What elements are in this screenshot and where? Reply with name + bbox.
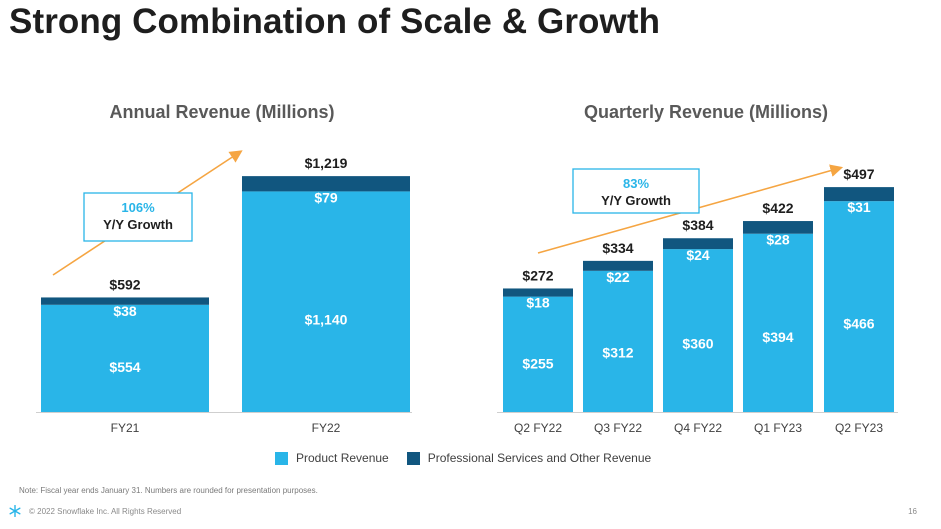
legend-swatch-product bbox=[275, 451, 288, 465]
tick-label-annual-1: FY22 bbox=[312, 421, 341, 435]
label-total-annual-1: $1,219 bbox=[305, 155, 348, 171]
growth-box-quarterly bbox=[572, 168, 700, 214]
tick-label-annual-0: FY21 bbox=[111, 421, 140, 435]
legend: Product Revenue Professional Services an… bbox=[275, 451, 669, 465]
label-product-quarterly-3: $394 bbox=[762, 329, 793, 345]
label-total-quarterly-4: $497 bbox=[843, 166, 874, 182]
bar-services-quarterly-2 bbox=[663, 238, 733, 250]
bar-product-quarterly-0 bbox=[503, 296, 573, 412]
legend-label-services: Professional Services and Other Revenue bbox=[427, 451, 652, 465]
tick-label-quarterly-1: Q3 FY22 bbox=[594, 421, 642, 435]
legend-swatch-services bbox=[406, 451, 420, 465]
label-services-quarterly-2: $24 bbox=[686, 247, 710, 263]
bar-services-annual-0 bbox=[41, 297, 209, 305]
label-product-quarterly-1: $312 bbox=[602, 345, 633, 361]
tick-label-quarterly-2: Q4 FY22 bbox=[674, 421, 722, 435]
growth-box-annual bbox=[83, 192, 193, 242]
bar-product-quarterly-3 bbox=[743, 233, 813, 412]
bar-services-quarterly-4 bbox=[824, 187, 894, 202]
page-number: 16 bbox=[908, 507, 917, 516]
bar-services-quarterly-0 bbox=[503, 288, 573, 297]
label-services-quarterly-3: $28 bbox=[766, 232, 790, 248]
chart-title-annual: Annual Revenue (Millions) bbox=[109, 102, 334, 122]
bar-product-annual-1 bbox=[242, 191, 410, 412]
tick-label-quarterly-4: Q2 FY23 bbox=[835, 421, 883, 435]
tick-label-quarterly-0: Q2 FY22 bbox=[514, 421, 562, 435]
label-product-annual-0: $554 bbox=[109, 359, 140, 375]
legend-item-services: Professional Services and Other Revenue bbox=[406, 451, 652, 465]
label-total-quarterly-1: $334 bbox=[602, 240, 633, 256]
slide-title: Strong Combination of Scale & Growth bbox=[9, 2, 661, 41]
bar-services-quarterly-3 bbox=[743, 221, 813, 234]
label-total-quarterly-3: $422 bbox=[762, 200, 793, 216]
bar-product-quarterly-1 bbox=[583, 270, 653, 412]
bar-product-quarterly-4 bbox=[824, 201, 894, 412]
label-services-quarterly-0: $18 bbox=[526, 295, 550, 311]
label-total-quarterly-0: $272 bbox=[522, 267, 553, 283]
label-services-quarterly-4: $31 bbox=[847, 199, 871, 215]
growth-text-quarterly: Y/Y Growth bbox=[601, 193, 671, 208]
label-total-annual-0: $592 bbox=[109, 276, 140, 292]
tick-label-quarterly-3: Q1 FY23 bbox=[754, 421, 802, 435]
label-services-annual-1: $79 bbox=[314, 189, 338, 205]
label-product-annual-1: $1,140 bbox=[305, 311, 348, 327]
footnote: Note: Fiscal year ends January 31. Numbe… bbox=[19, 486, 318, 495]
legend-item-product: Product Revenue bbox=[275, 451, 389, 465]
label-product-quarterly-2: $360 bbox=[682, 336, 713, 352]
bar-product-quarterly-2 bbox=[663, 249, 733, 412]
growth-percent-annual: 106% bbox=[121, 200, 155, 215]
footer: © 2022 Snowflake Inc. All Rights Reserve… bbox=[9, 505, 181, 517]
label-services-annual-0: $38 bbox=[113, 303, 137, 319]
snowflake-icon bbox=[9, 505, 21, 517]
bar-services-quarterly-1 bbox=[583, 260, 653, 271]
legend-label-product: Product Revenue bbox=[296, 451, 389, 465]
label-total-quarterly-2: $384 bbox=[682, 217, 713, 233]
growth-text-annual: Y/Y Growth bbox=[103, 217, 173, 232]
bar-services-annual-1 bbox=[242, 176, 410, 192]
growth-percent-quarterly: 83% bbox=[623, 176, 649, 191]
chart-title-quarterly: Quarterly Revenue (Millions) bbox=[584, 102, 828, 122]
label-product-quarterly-0: $255 bbox=[522, 356, 553, 372]
label-product-quarterly-4: $466 bbox=[843, 315, 874, 331]
copyright: © 2022 Snowflake Inc. All Rights Reserve… bbox=[29, 506, 182, 516]
label-services-quarterly-1: $22 bbox=[606, 269, 630, 285]
bar-product-annual-0 bbox=[41, 304, 209, 412]
